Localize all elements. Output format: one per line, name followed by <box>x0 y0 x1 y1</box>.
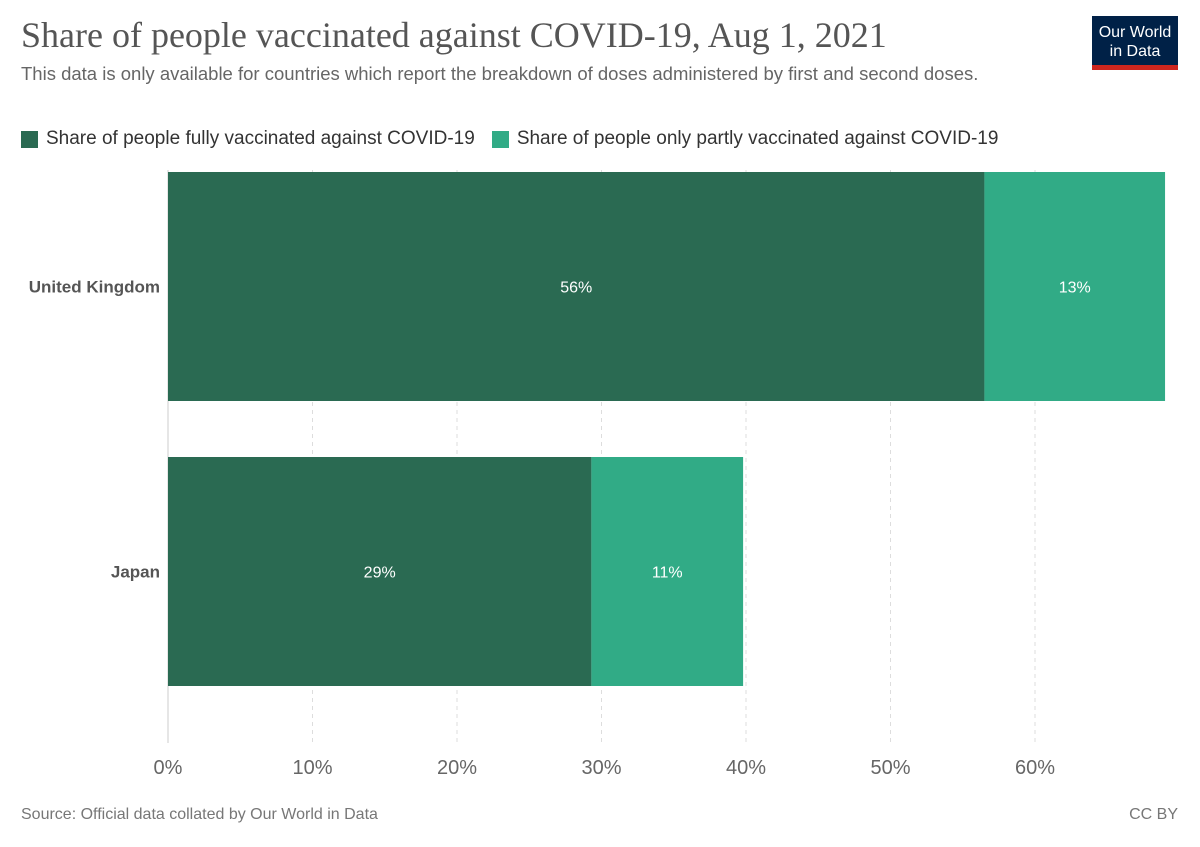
bar-0-0 <box>168 172 985 401</box>
x-tick-label-10: 10% <box>292 757 332 779</box>
license-link[interactable]: CC BY <box>1129 806 1178 823</box>
bar-1-1 <box>591 457 744 686</box>
legend-swatch-partly <box>491 130 509 148</box>
chart-subtitle: This data is only available for countrie… <box>21 63 979 84</box>
x-tick-label-20: 20% <box>437 757 477 779</box>
bar-0-1 <box>984 172 1166 401</box>
x-tick-label-50: 50% <box>870 757 910 779</box>
chart-legend: Share of people fully vaccinated against… <box>21 128 1015 150</box>
x-tick-label-60: 60% <box>1015 757 1055 779</box>
legend-item-partly[interactable]: Share of people only partly vaccinated a… <box>491 128 999 150</box>
legend-label-fully: Share of people fully vaccinated against… <box>46 128 475 149</box>
legend-swatch-fully <box>21 130 38 148</box>
logo-line-1: Our World <box>1098 24 1172 41</box>
bar-label-1-0: 29% <box>364 565 396 582</box>
chart-title: Share of people vaccinated against COVID… <box>21 15 887 55</box>
owid-logo[interactable]: Our World in Data <box>1092 16 1178 70</box>
bar-1-0 <box>168 457 592 686</box>
category-label-1: Japan <box>111 563 160 582</box>
category-label-0: United Kingdom <box>29 278 160 297</box>
source-note: Source: Official data collated by Our Wo… <box>21 806 378 823</box>
x-tick-label-0: 0% <box>154 757 183 779</box>
x-tick-label-30: 30% <box>581 757 621 779</box>
legend-label-partly: Share of people only partly vaccinated a… <box>516 128 999 149</box>
bar-label-1-1: 11% <box>652 565 683 582</box>
legend-item-fully[interactable]: Share of people fully vaccinated against… <box>21 128 475 150</box>
logo-line-2: in Data <box>1109 43 1161 60</box>
bar-label-0-0: 56% <box>560 280 592 297</box>
x-tick-label-40: 40% <box>726 757 766 779</box>
bar-label-0-1: 13% <box>1059 280 1091 297</box>
bar-chart: 56% 13% United Kingdom 29% 11% Japan 0% 10% 20% 3… <box>29 170 1166 779</box>
